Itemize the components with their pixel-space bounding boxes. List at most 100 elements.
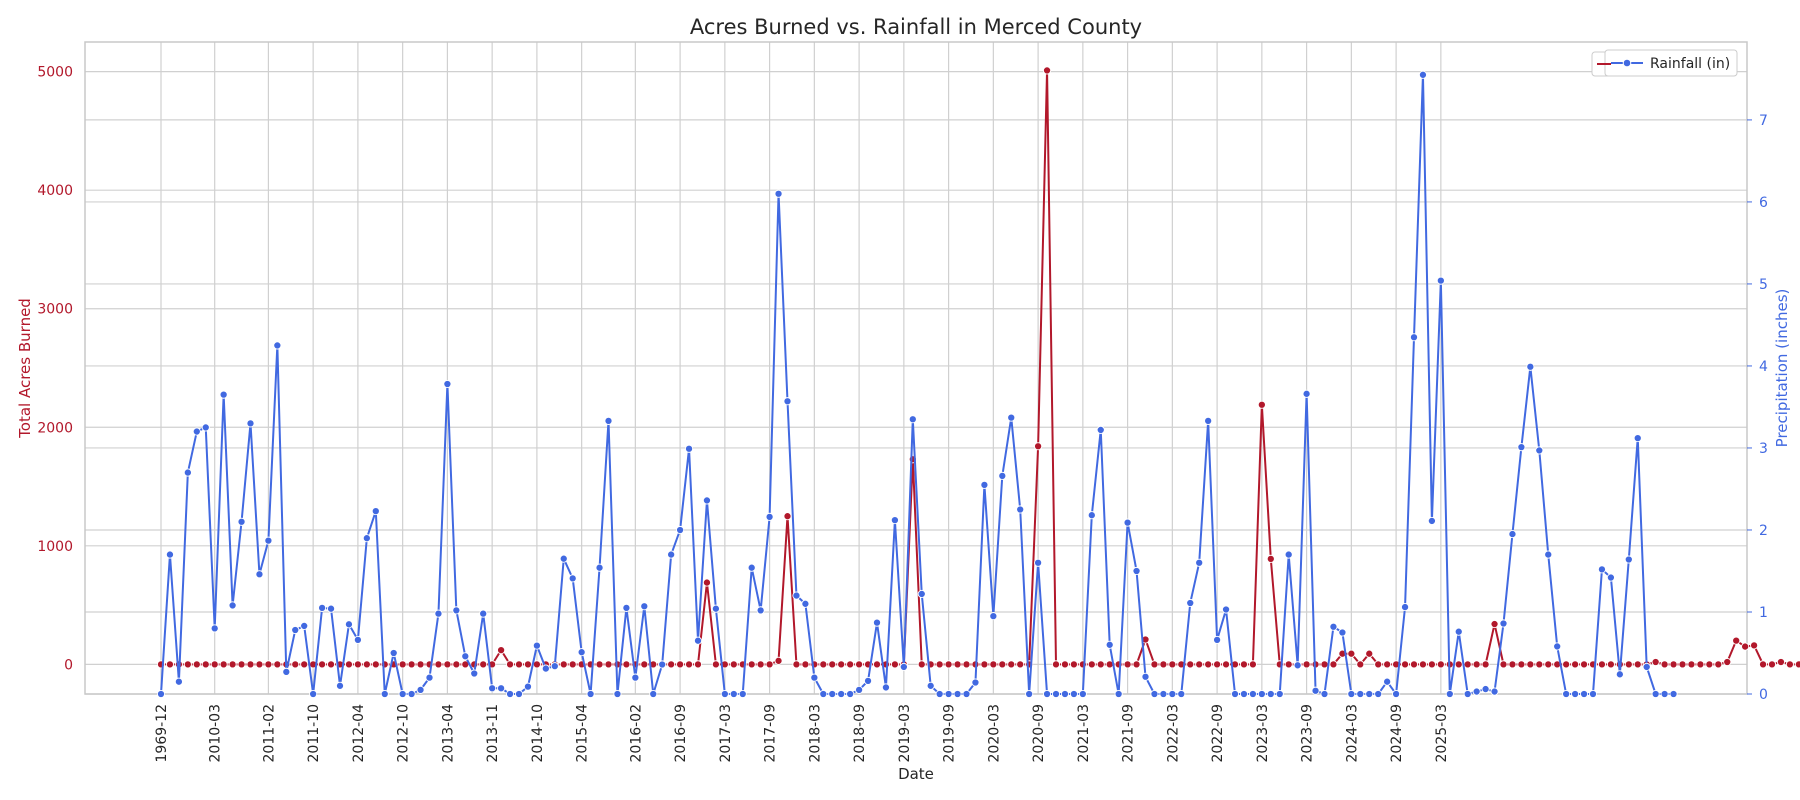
rainfall-point: [1051, 689, 1061, 699]
acres-point: [944, 660, 953, 669]
acres-point: [1257, 400, 1266, 409]
rainfall-point: [1517, 443, 1526, 452]
y-left-tick-label: 4000: [37, 183, 73, 199]
rainfall-point: [1383, 677, 1392, 686]
x-tick-label: 2016-09: [673, 704, 689, 763]
acres-point: [846, 660, 855, 669]
rainfall-point: [1499, 619, 1508, 628]
rainfall-point: [309, 689, 318, 699]
rainfall-point: [1347, 689, 1356, 699]
acres-point: [1481, 660, 1490, 669]
acres-point: [765, 660, 774, 669]
rainfall-point: [1401, 603, 1410, 612]
x-tick-label: 2019-03: [897, 704, 913, 763]
rainfall-point: [353, 635, 362, 644]
acres-point: [1580, 660, 1589, 669]
rainfall-point: [1571, 689, 1580, 699]
acres-point: [1660, 660, 1669, 669]
legend: Rainfall (in): [1591, 49, 1738, 77]
acres-point: [1571, 660, 1580, 669]
x-tick-label: 2013-04: [440, 704, 456, 763]
acres-point: [828, 660, 837, 669]
x-tick-label: 2018-03: [807, 704, 823, 763]
rainfall-point: [828, 689, 837, 699]
acres-point: [1678, 660, 1687, 669]
acres-point: [962, 660, 971, 669]
rainfall-point: [1168, 689, 1177, 699]
acres-point: [1329, 660, 1338, 669]
rainfall-point: [246, 419, 255, 428]
acres-point: [398, 660, 407, 669]
x-tick-label: 2015-04: [575, 704, 591, 763]
x-axis: 1969-12 2010-03 2011-02 2011-10 2012-04 2012-…: [154, 704, 1450, 763]
rainfall-point: [273, 341, 282, 350]
acres-point: [1168, 660, 1177, 669]
acres-point: [1239, 660, 1248, 669]
rainfall-point: [1392, 689, 1401, 699]
acres-point: [980, 660, 989, 669]
x-tick-label: 2023-09: [1300, 704, 1316, 763]
rainfall-point: [371, 507, 380, 516]
rainfall-point: [1069, 689, 1078, 699]
acres-point: [1463, 660, 1472, 669]
acres-point: [595, 660, 604, 669]
rainfall-point: [1356, 689, 1365, 699]
y-right-tick-label: 0: [1759, 687, 1768, 703]
acres-point: [1284, 660, 1293, 669]
rainfall-point: [1669, 689, 1678, 699]
rainfall-point: [1177, 689, 1186, 699]
rainfall-point: [872, 618, 882, 627]
rainfall-point: [819, 689, 828, 699]
rainfall-point: [165, 550, 174, 559]
acres-point: [300, 660, 309, 669]
y-left-tick-label: 1000: [37, 539, 73, 555]
rainfall-point: [1544, 550, 1553, 559]
rainfall-point: [237, 517, 246, 526]
acres-point: [1750, 641, 1759, 650]
rainfall-point: [1195, 558, 1204, 567]
rainfall-point: [989, 612, 998, 621]
rainfall-point: [326, 604, 336, 613]
acres-point: [1347, 649, 1356, 658]
rainfall-point: [514, 689, 524, 699]
rainfall-point: [595, 563, 604, 572]
rainfall-point: [1606, 573, 1615, 582]
acres-point: [1051, 660, 1061, 669]
right-y-axis: 0 1 2 3 4 5 6 7: [1747, 113, 1768, 703]
acres-point: [362, 660, 371, 669]
rainfall-point: [935, 689, 944, 699]
rainfall-point: [1418, 70, 1427, 79]
rainfall-point: [1374, 689, 1383, 699]
rainfall-point: [577, 648, 586, 657]
rainfall-point: [622, 603, 631, 612]
rainfall-point: [908, 415, 917, 424]
rainfall-point: [667, 550, 676, 559]
acres-point: [747, 660, 756, 669]
rainfall-point: [1150, 689, 1159, 699]
rainfall-point: [1007, 413, 1016, 422]
acres-point: [1034, 442, 1043, 451]
rainfall-point: [1159, 689, 1168, 699]
acres-point: [1669, 660, 1678, 669]
rainfall-point: [1454, 627, 1463, 636]
x-axis-title: Date: [898, 765, 934, 783]
acres-point: [1785, 660, 1794, 669]
acres-point: [568, 660, 577, 669]
rainfall-point: [962, 689, 971, 699]
rainfall-point: [380, 689, 389, 699]
acres-point: [1007, 660, 1016, 669]
series-layer: [156, 66, 1800, 699]
acres-point: [855, 660, 864, 669]
acres-point: [1562, 660, 1571, 669]
acres-point: [1060, 660, 1069, 669]
acres-point: [318, 660, 327, 669]
rainfall-point: [971, 678, 980, 687]
acres-point: [1436, 660, 1445, 669]
acres-point: [676, 660, 685, 669]
rainfall-point: [881, 683, 891, 692]
y-left-tick-label: 0: [64, 657, 73, 673]
rainfall-point: [497, 684, 506, 693]
acres-point: [434, 660, 443, 669]
rainfall-point: [1060, 689, 1069, 699]
rainfall-point: [1284, 550, 1293, 559]
